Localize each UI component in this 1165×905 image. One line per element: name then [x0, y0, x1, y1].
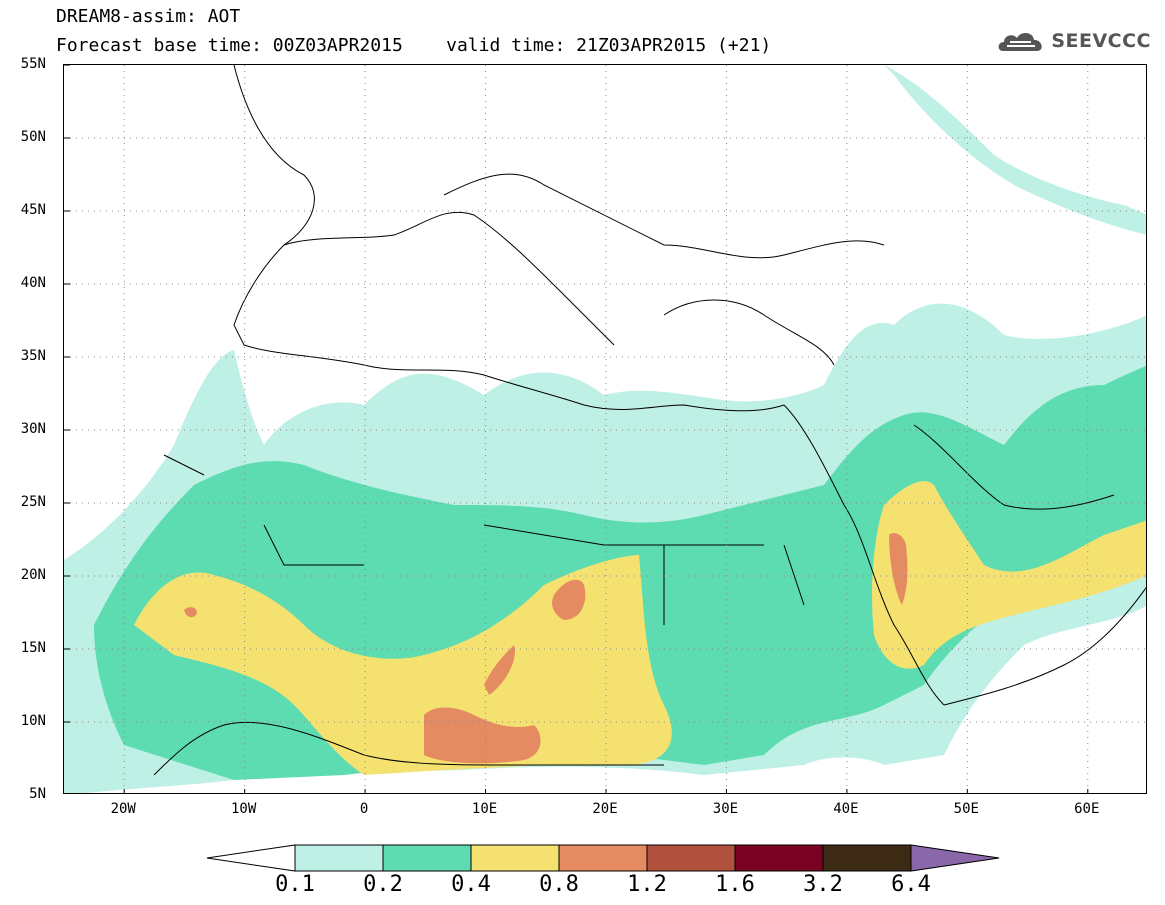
lat-label-25N: 25N: [20, 494, 46, 510]
colorbar-segment: [470, 844, 560, 872]
aot-band-0.1-0.2-north: [884, 65, 1146, 235]
aot-colorbar: [206, 844, 1000, 872]
lon-label-10E: 10E: [471, 801, 498, 817]
aot-band-0.4-0.8: [134, 555, 672, 775]
colorbar-segment: [294, 844, 384, 872]
lon-label-20E: 20E: [592, 801, 618, 817]
lat-label-10N: 10N: [20, 713, 46, 729]
lat-label-50N: 50N: [20, 129, 46, 145]
lon-label-10W: 10W: [231, 801, 257, 817]
colorbar-over-arrow: [910, 844, 1000, 872]
seevccc-logo: SEEVCCC: [995, 27, 1151, 55]
colorbar-label: 0.8: [539, 872, 579, 897]
map-area: [63, 64, 1147, 794]
aot-contour-fields: [64, 65, 1146, 793]
colorbar-segment: [646, 844, 736, 872]
colorbar-label: 6.4: [891, 872, 931, 897]
colorbar-label: 1.2: [627, 872, 667, 897]
colorbar-label: 0.4: [451, 872, 491, 897]
lon-label-60E: 60E: [1074, 801, 1100, 817]
graticule: [64, 65, 1146, 793]
colorbar-segment: [382, 844, 472, 872]
lat-label-15N: 15N: [20, 640, 46, 656]
lon-label-20W: 20W: [110, 801, 136, 817]
colorbar-segment: [822, 844, 912, 872]
lat-label-20N: 20N: [20, 567, 46, 583]
forecast-time-line: Forecast base time: 00Z03APR2015 valid t…: [56, 35, 772, 56]
aot-band-0.4-0.8-arabia: [872, 481, 1146, 669]
chart-title: DREAM8-assim: AOT: [56, 6, 241, 27]
lat-label-45N: 45N: [20, 202, 46, 218]
lat-label-5N: 5N: [29, 786, 46, 802]
logo-text: SEEVCCC: [1051, 30, 1151, 52]
colorbar-segment: [558, 844, 648, 872]
lat-label-40N: 40N: [20, 275, 46, 291]
lon-label-0: 0: [359, 801, 369, 817]
lon-label-50E: 50E: [953, 801, 979, 817]
coastlines-and-borders: [153, 65, 1146, 776]
colorbar-label: 0.1: [275, 872, 315, 897]
lon-label-30E: 30E: [712, 801, 739, 817]
colorbar-under-arrow: [206, 844, 296, 872]
lat-label-55N: 55N: [20, 56, 46, 72]
lat-label-35N: 35N: [20, 348, 46, 364]
lon-label-40E: 40E: [833, 801, 859, 817]
cloud-logo-icon: [998, 32, 1043, 51]
colorbar-segment: [734, 844, 824, 872]
colorbar-label: 0.2: [363, 872, 403, 897]
colorbar-label: 3.2: [803, 872, 843, 897]
axis-ticks: [64, 65, 1089, 793]
aot-map: [64, 65, 1146, 793]
lat-label-30N: 30N: [20, 421, 46, 437]
colorbar-label: 1.6: [715, 872, 755, 897]
